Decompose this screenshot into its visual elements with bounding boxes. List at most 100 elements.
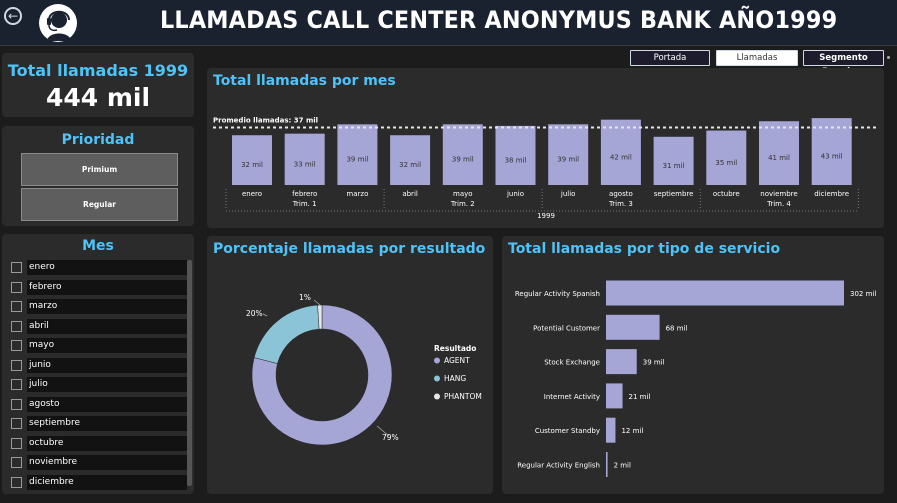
bar-value-label: 33 mil — [294, 160, 316, 168]
month-tick-label: enero — [242, 190, 262, 198]
bar-junio — [495, 125, 536, 185]
service-bar — [606, 383, 623, 409]
mes-item[interactable]: junio — [11, 357, 187, 373]
checkbox[interactable] — [11, 398, 22, 410]
mes-item[interactable]: mayo — [11, 338, 187, 353]
bar-value-label: 41 mil — [768, 154, 790, 162]
prioridad-option-regular[interactable]: Regular — [21, 188, 178, 221]
legend-label-agent: AGENT — [444, 356, 470, 365]
nav-segmento-premium-button[interactable]: Segmento Premium — [803, 50, 884, 77]
mes-item-label: octubre — [27, 435, 187, 451]
checkbox[interactable] — [11, 418, 22, 429]
bar-septiembre — [653, 136, 694, 185]
checkbox[interactable] — [11, 457, 22, 468]
checkbox[interactable] — [11, 359, 22, 371]
mes-item-label: abril — [27, 318, 187, 334]
mes-item[interactable]: septiembre — [11, 416, 187, 431]
bar-mayo — [442, 124, 483, 185]
donut-svg: 79% 20% 1% Resultado AGENT HANG PHANTOM — [246, 293, 482, 446]
mes-label: Mes — [82, 238, 114, 254]
quarter-label: Trim. 3 — [608, 200, 633, 208]
bar-diciembre — [811, 118, 852, 185]
checkbox[interactable] — [11, 340, 22, 351]
checkbox[interactable] — [11, 320, 22, 332]
legend-marker-hang — [434, 375, 440, 382]
service-value-label: 2 mil — [614, 462, 631, 470]
month-tick-label: febrero — [292, 190, 317, 198]
checkbox[interactable] — [11, 379, 22, 390]
mes-item-label: septiembre — [27, 416, 187, 431]
bar-value-label: 39 mil — [557, 156, 579, 164]
mes-item[interactable]: julio — [11, 377, 187, 392]
service-category-label: Internet Activity — [544, 393, 600, 401]
leader-line — [262, 313, 268, 317]
checkbox[interactable] — [11, 301, 22, 312]
mes-item[interactable]: agosto — [11, 396, 187, 412]
mes-item[interactable]: abril — [11, 318, 187, 334]
nav-llamadas-button[interactable]: Llamadas — [716, 50, 798, 66]
header-bar: ← LLAMADAS CALL CENTER ANONYMUS BANK AÑO… — [0, 0, 897, 46]
more-options-icon[interactable] — [887, 56, 890, 59]
bar-value-label: 31 mil — [663, 162, 685, 170]
mes-item-label: enero — [27, 260, 187, 275]
bar-julio — [548, 124, 589, 185]
nav-portada-button[interactable]: Portada — [630, 50, 710, 66]
call-center-agent-icon — [39, 4, 77, 42]
checkbox[interactable] — [11, 281, 22, 293]
month-tick-label: diciembre — [814, 190, 849, 198]
month-tick-label: septiembre — [654, 190, 694, 198]
mes-item[interactable]: noviembre — [11, 455, 187, 470]
mes-item[interactable]: febrero — [11, 279, 187, 295]
kpi-card: Total llamadas 1999 444 mil — [2, 53, 194, 117]
quarter-label: Trim. 1 — [292, 200, 317, 208]
bar-value-label: 38 mil — [505, 156, 527, 164]
donut-slice-phantom — [317, 304, 323, 330]
service-category-label: Customer Standby — [535, 427, 600, 435]
donut-slice-hang — [253, 304, 320, 364]
service-type-chart: Total llamadas por tipo de servicio Regu… — [502, 236, 884, 494]
bar-enero — [232, 135, 272, 185]
month-tick-label: marzo — [346, 190, 368, 198]
mes-item-label: mayo — [27, 338, 187, 353]
bar-value-label: 39 mil — [346, 156, 368, 164]
mes-item-label: marzo — [27, 299, 187, 314]
service-value-label: 12 mil — [621, 427, 643, 435]
prioridad-option-primium[interactable]: Primium — [21, 153, 178, 186]
monthly-chart-title: Total llamadas por mes — [213, 73, 396, 89]
bar-marzo — [337, 124, 378, 185]
service-chart-title: Total llamadas por tipo de servicio — [508, 241, 781, 257]
month-tick-label: julio — [560, 190, 576, 198]
month-tick-label: octubre — [713, 190, 740, 198]
mes-item[interactable]: diciembre — [11, 474, 187, 490]
average-line-label: Promedio llamadas: 37 mil — [213, 116, 318, 124]
mes-item[interactable]: marzo — [11, 299, 187, 314]
bar-noviembre — [759, 121, 799, 185]
leader-line — [313, 299, 321, 306]
mes-item-label: junio — [27, 357, 187, 373]
month-tick-label: mayo — [453, 190, 473, 198]
mes-item[interactable]: enero — [11, 260, 187, 275]
donut-slice-agent — [251, 304, 393, 446]
legend-marker-phantom — [434, 393, 440, 400]
month-tick-label: junio — [506, 190, 524, 198]
legend-label-phantom: PHANTOM — [444, 392, 482, 401]
prioridad-slicer: Prioridad Primium Regular — [2, 126, 194, 226]
mes-scrollbar[interactable] — [187, 260, 192, 486]
service-category-label: Regular Activity English — [517, 462, 600, 470]
page-title: LLAMADAS CALL CENTER ANONYMUS BANK AÑO19… — [160, 6, 838, 34]
checkbox[interactable] — [11, 262, 22, 273]
service-bar — [606, 314, 660, 340]
checkbox[interactable] — [11, 437, 22, 449]
checkbox[interactable] — [11, 476, 22, 488]
slice-label-hang: 20% — [246, 309, 263, 318]
bar-value-label: 39 mil — [452, 156, 474, 164]
quarter-label: Trim. 4 — [766, 200, 791, 208]
year-label: 1999 — [537, 212, 555, 220]
mes-item-label: agosto — [27, 396, 187, 412]
back-arrow-icon[interactable]: ← — [4, 7, 22, 25]
mes-item[interactable]: octubre — [11, 435, 187, 451]
bar-value-label: 42 mil — [610, 153, 632, 161]
bar-value-label: 32 mil — [399, 161, 421, 169]
service-value-label: 302 mil — [850, 290, 876, 298]
leader-line — [376, 425, 390, 437]
